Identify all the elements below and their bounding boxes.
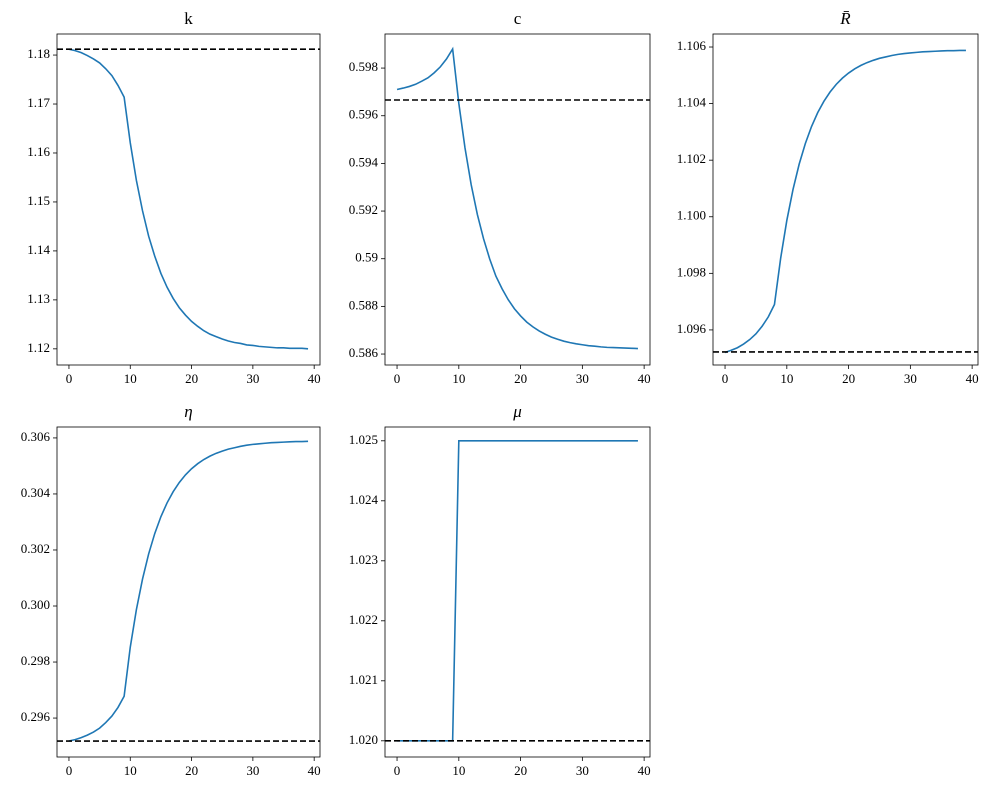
x-tick-label: 40 [308, 371, 321, 386]
y-tick-label: 1.098 [677, 264, 706, 279]
y-tick-label: 1.023 [349, 552, 378, 567]
line [68, 48, 309, 350]
x-tick-label: 20 [514, 371, 527, 386]
y-tick-label: 1.102 [677, 151, 706, 166]
x-tick-label: 40 [638, 763, 651, 778]
y-tick-label: 1.020 [349, 732, 378, 747]
line [724, 49, 966, 354]
x-tick-label: 0 [66, 763, 73, 778]
x-tick-label: 0 [394, 763, 401, 778]
x-tick-label: 0 [394, 371, 401, 386]
y-tick-label: 0.594 [349, 154, 379, 169]
y-tick-label: 1.18 [27, 46, 50, 61]
x-tick-label: 40 [966, 371, 979, 386]
y-tick-label: 0.592 [349, 202, 378, 217]
y-tick-label: 0.586 [349, 345, 379, 360]
y-tick-label: 1.13 [27, 291, 50, 306]
y-tick-label: 1.17 [27, 95, 50, 110]
plot-frame [712, 33, 979, 366]
plot-frame [384, 426, 651, 758]
y-tick-label: 0.302 [21, 541, 50, 556]
line [397, 439, 638, 742]
y-tick-label: 1.025 [349, 432, 378, 447]
y-tick-label: 1.104 [677, 95, 707, 110]
x-tick-label: 10 [124, 763, 137, 778]
x-tick-label: 40 [638, 371, 651, 386]
x-tick-label: 30 [246, 763, 259, 778]
x-tick-label: 0 [66, 371, 73, 386]
y-tick-label: 1.16 [27, 144, 50, 159]
subplot-title: c [514, 9, 522, 28]
y-tick-label: 0.300 [21, 597, 50, 612]
y-tick-label: 0.596 [349, 107, 379, 122]
y-tick-label: 0.298 [21, 653, 50, 668]
y-tick-label: 1.15 [27, 193, 50, 208]
subplot-title: η [184, 402, 192, 421]
plot-frame [56, 426, 321, 758]
y-tick-label: 1.12 [27, 340, 50, 355]
y-tick-label: 1.106 [677, 38, 707, 53]
y-tick-label: 1.096 [677, 321, 707, 336]
x-tick-label: 10 [780, 371, 793, 386]
x-tick-label: 10 [124, 371, 137, 386]
y-tick-label: 0.306 [21, 429, 51, 444]
x-tick-label: 0 [722, 371, 729, 386]
y-tick-label: 1.021 [349, 672, 378, 687]
y-tick-label: 0.59 [355, 250, 378, 265]
x-tick-label: 30 [904, 371, 917, 386]
y-tick-label: 0.296 [21, 709, 51, 724]
x-tick-label: 10 [452, 371, 465, 386]
x-tick-label: 40 [308, 763, 321, 778]
y-tick-label: 1.022 [349, 612, 378, 627]
subplot-title: μ [512, 402, 522, 421]
x-tick-label: 30 [576, 371, 589, 386]
y-tick-label: 0.304 [21, 485, 51, 500]
x-tick-label: 30 [576, 763, 589, 778]
line [396, 46, 638, 350]
y-tick-label: 0.598 [349, 59, 378, 74]
subplot-title: R̄ [839, 9, 851, 28]
y-tick-label: 1.100 [677, 208, 706, 223]
x-tick-label: 20 [514, 763, 527, 778]
subplot-title: k [184, 9, 193, 28]
line [68, 440, 309, 742]
x-tick-label: 20 [842, 371, 855, 386]
y-tick-label: 0.588 [349, 297, 378, 312]
plot-frame [384, 33, 651, 366]
x-tick-label: 30 [246, 371, 259, 386]
x-tick-label: 20 [185, 763, 198, 778]
y-tick-label: 1.14 [27, 242, 50, 257]
x-tick-label: 20 [185, 371, 198, 386]
plot-frame [56, 33, 321, 366]
x-tick-label: 10 [452, 763, 465, 778]
y-tick-label: 1.024 [349, 492, 379, 507]
